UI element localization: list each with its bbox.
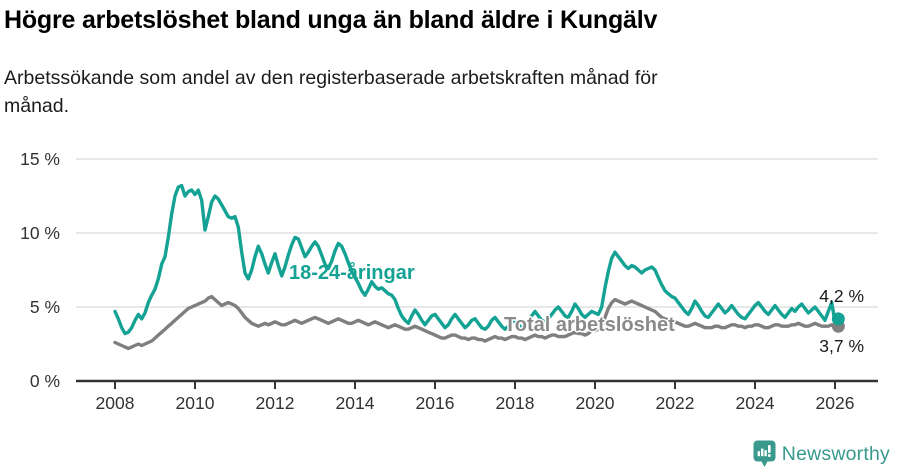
end-value-youth: 4,2 % [819, 286, 864, 306]
series-label-total: Total arbetslöshet [504, 314, 675, 336]
series-label-youth: 18-24-åringar [289, 262, 415, 284]
y-tick-label-5: 5 % [30, 297, 60, 317]
y-tick-label-0: 0 % [30, 371, 60, 391]
newsworthy-logo-icon [753, 440, 776, 467]
brand-name: Newsworthy [781, 442, 890, 465]
brand-footer: Newsworthy [753, 440, 890, 468]
x-tick-label-2026: 2026 [816, 393, 855, 413]
x-tick-label-2018: 2018 [496, 393, 535, 413]
x-tick-label-2008: 2008 [96, 393, 135, 413]
end-value-total: 3,7 % [819, 336, 864, 356]
page-title: Högre arbetslöshet bland unga än bland ä… [4, 6, 658, 34]
x-tick-label-2012: 2012 [256, 393, 295, 413]
x-tick-label-2024: 2024 [736, 393, 775, 413]
x-tick-label-2022: 2022 [656, 393, 695, 413]
y-tick-label-15: 15 % [20, 149, 60, 169]
x-tick-label-2010: 2010 [176, 393, 215, 413]
y-tick-label-10: 10 % [20, 223, 60, 243]
youth-line [113, 183, 840, 336]
x-tick-label-2020: 2020 [576, 393, 615, 413]
x-tick-label-2014: 2014 [336, 393, 375, 413]
x-tick-label-2016: 2016 [416, 393, 455, 413]
youth-end-dot [831, 312, 845, 326]
total-line [113, 294, 840, 351]
chart-subtitle: Arbetssökande som andel av den registerb… [4, 67, 658, 118]
